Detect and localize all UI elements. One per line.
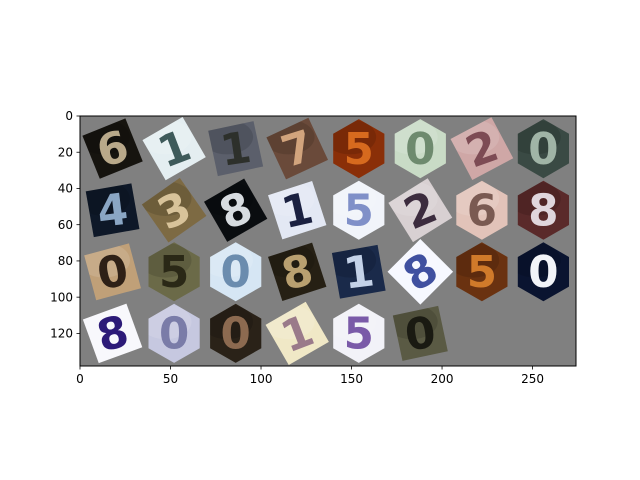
tile-background bbox=[268, 180, 327, 240]
digit-tile: 0 bbox=[392, 305, 448, 362]
tile-background bbox=[268, 242, 327, 302]
digit-glyph: 0 bbox=[221, 310, 251, 360]
tile-background bbox=[208, 121, 264, 177]
tile-background bbox=[450, 117, 514, 180]
digit-tile: 0 bbox=[394, 119, 446, 179]
tile-background bbox=[333, 119, 385, 179]
x-tick-label: 250 bbox=[521, 372, 544, 386]
digit-glyph: 5 bbox=[344, 125, 374, 175]
tile-background bbox=[388, 178, 453, 243]
tile-background bbox=[517, 242, 569, 302]
tile-background bbox=[387, 239, 454, 305]
digit-tile: 0 bbox=[210, 242, 262, 302]
tile-background bbox=[204, 178, 268, 242]
y-tick-label: 0 bbox=[65, 109, 73, 123]
digit-tile: 0 bbox=[517, 119, 569, 179]
tile-background bbox=[266, 117, 329, 180]
digit-tile: 5 bbox=[333, 303, 385, 363]
y-tick-label: 120 bbox=[50, 327, 73, 341]
digit-tile: 1 bbox=[265, 301, 329, 366]
y-tick-label: 40 bbox=[58, 182, 73, 196]
tile-content: 1 bbox=[208, 121, 254, 177]
tile-background bbox=[82, 303, 143, 364]
tile-background bbox=[517, 119, 569, 179]
digit-tile: 7 bbox=[266, 117, 329, 180]
x-tick-label: 100 bbox=[250, 372, 273, 386]
digit-glyph: 0 bbox=[159, 310, 189, 360]
tile-background bbox=[84, 243, 141, 301]
tile-background bbox=[517, 180, 569, 240]
tile-background bbox=[82, 118, 143, 179]
y-tick-label: 20 bbox=[58, 145, 73, 159]
y-tick-label: 100 bbox=[50, 290, 73, 304]
digit-tile: 8 bbox=[204, 178, 268, 242]
digit-tile: 1 bbox=[208, 121, 264, 177]
image-plot-area: 6 1 1 7 5 0 2 04 3 8 1 5 2 6 80 5 0 8 1 8 5 08 0 0 1 5 0 bbox=[80, 116, 576, 366]
tile-background bbox=[333, 180, 385, 240]
x-tick-label: 150 bbox=[340, 372, 363, 386]
digit-tile: 2 bbox=[450, 117, 514, 180]
tile-background bbox=[148, 242, 200, 302]
digit-tile: 1 bbox=[142, 116, 206, 181]
tile-content: 0 bbox=[210, 242, 254, 298]
x-tick-label: 0 bbox=[76, 372, 84, 386]
tile-background bbox=[141, 177, 207, 243]
x-axis-ticks: 0 50 100 150 200 250 bbox=[76, 366, 544, 386]
digit-glyph: 0 bbox=[402, 308, 439, 362]
digit-glyph: 5 bbox=[344, 310, 374, 360]
digit-tile: 6 bbox=[456, 180, 508, 240]
digit-glyph: 5 bbox=[344, 186, 374, 236]
tile-background bbox=[142, 116, 206, 181]
y-axis-ticks: 0 20 40 60 80 100 120 bbox=[50, 109, 80, 341]
tile-background bbox=[392, 305, 448, 361]
tile-background bbox=[456, 242, 508, 302]
tile-background bbox=[333, 303, 385, 363]
digit-glyph: 0 bbox=[528, 125, 558, 175]
digit-tile: 8 bbox=[82, 303, 143, 364]
digit-glyph: 0 bbox=[405, 125, 435, 175]
tile-background bbox=[331, 244, 386, 299]
digit-glyph: 1 bbox=[341, 246, 377, 299]
y-tick-label: 80 bbox=[58, 254, 73, 268]
x-tick-label: 50 bbox=[163, 372, 178, 386]
digit-glyph: 4 bbox=[95, 185, 131, 238]
digit-glyph: 8 bbox=[528, 186, 558, 236]
digit-tile: 4 bbox=[85, 183, 140, 238]
tile-background bbox=[265, 301, 329, 366]
tile-background bbox=[148, 303, 200, 363]
y-tick-label: 60 bbox=[58, 218, 73, 232]
digit-tile: 6 bbox=[82, 118, 143, 179]
axes-frame bbox=[79, 115, 577, 367]
tile-background bbox=[210, 242, 262, 302]
tile-background bbox=[456, 180, 508, 240]
digit-glyph: 0 bbox=[528, 248, 558, 298]
x-tick-label: 200 bbox=[431, 372, 454, 386]
digit-glyph: 1 bbox=[217, 123, 254, 177]
digit-glyph: 5 bbox=[159, 248, 189, 298]
tile-background bbox=[85, 183, 140, 238]
tile-background bbox=[210, 303, 262, 363]
digit-glyph: 0 bbox=[221, 248, 251, 298]
tile-background bbox=[394, 119, 446, 179]
digit-tile: 3 bbox=[141, 177, 207, 243]
digit-glyph: 6 bbox=[467, 186, 497, 236]
digit-glyph: 5 bbox=[467, 248, 497, 298]
